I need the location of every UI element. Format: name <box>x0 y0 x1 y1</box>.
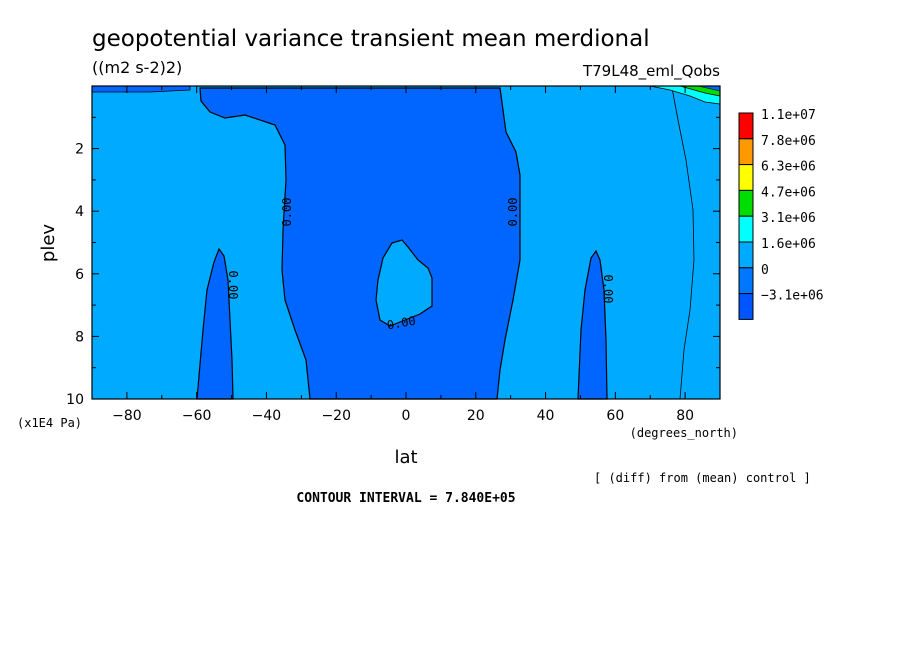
run-label: T79L48_eml_Qobs <box>582 62 720 81</box>
negative-region-left <box>196 247 234 400</box>
legend-swatch <box>738 293 754 320</box>
chart-title: geopotential variance transient mean mer… <box>92 26 650 52</box>
legend-swatch <box>738 215 754 243</box>
contour-label: 0.00 <box>601 275 615 304</box>
negative-region-central <box>199 87 521 400</box>
x-tick-label: −40 <box>252 408 282 424</box>
contour-interval: CONTOUR INTERVAL = 7.840E+05 <box>296 491 515 506</box>
top-band-left <box>91 85 191 93</box>
color-legend: 1.1e+07 7.8e+06 6.3e+06 4.7e+06 3.1e+06 1.6e+… <box>738 108 824 320</box>
contour-label: 0.00 <box>506 198 520 227</box>
chart-units: ((m2 s-2)2) <box>92 58 182 77</box>
note-text: [ (diff) from (mean) control ] <box>594 471 811 485</box>
y-axis: 2 4 6 8 10 <box>66 85 720 408</box>
x-tick-label: 0 <box>402 408 411 424</box>
y-tick-label: 10 <box>66 392 84 408</box>
legend-label: 1.6e+06 <box>761 237 816 252</box>
legend-label: 3.1e+06 <box>761 211 816 226</box>
legend-swatch <box>738 189 754 217</box>
legend-swatch <box>738 267 754 295</box>
legend-label: 6.3e+06 <box>761 160 816 175</box>
y-tick-label: 4 <box>75 204 84 220</box>
positive-island <box>375 239 433 327</box>
x-tick-label: 60 <box>606 408 624 424</box>
y-axis-label: plev <box>38 224 59 263</box>
legend-label: 1.1e+07 <box>761 108 816 123</box>
y-tick-label: 8 <box>75 329 84 345</box>
legend-label: 7.8e+06 <box>761 134 816 149</box>
x-tick-label: −20 <box>321 408 351 424</box>
legend-swatch <box>738 112 754 140</box>
x-tick-label: −80 <box>112 408 142 424</box>
legend-swatch <box>738 241 754 269</box>
legend-swatch <box>738 164 754 191</box>
negative-region-right <box>577 249 608 400</box>
x-axis: −80 −60 −40 −20 0 20 40 60 80 <box>91 86 721 424</box>
legend-swatch <box>738 138 754 166</box>
contour-label: 0.00 <box>386 314 417 333</box>
x-axis-units: (degrees_north) <box>630 426 738 440</box>
contour-label: 0.00 <box>280 198 294 227</box>
x-axis-label: lat <box>394 447 417 468</box>
y-axis-units: (x1E4 Pa) <box>17 416 82 430</box>
contour-line-highlat <box>671 87 695 400</box>
y-tick-label: 2 <box>75 142 84 158</box>
y-tick-label: 6 <box>75 267 84 283</box>
x-tick-label: 20 <box>467 408 485 424</box>
x-tick-label: 80 <box>676 408 694 424</box>
x-tick-label: −60 <box>182 408 212 424</box>
legend-label: 0 <box>761 263 769 278</box>
plot-area: 0.00 0.00 0.00 0.00 0.00 <box>91 85 721 400</box>
legend-label: −3.1e+06 <box>761 289 824 304</box>
x-tick-label: 40 <box>537 408 555 424</box>
contour-label: 0.00 <box>226 271 240 300</box>
legend-label: 4.7e+06 <box>761 185 816 200</box>
